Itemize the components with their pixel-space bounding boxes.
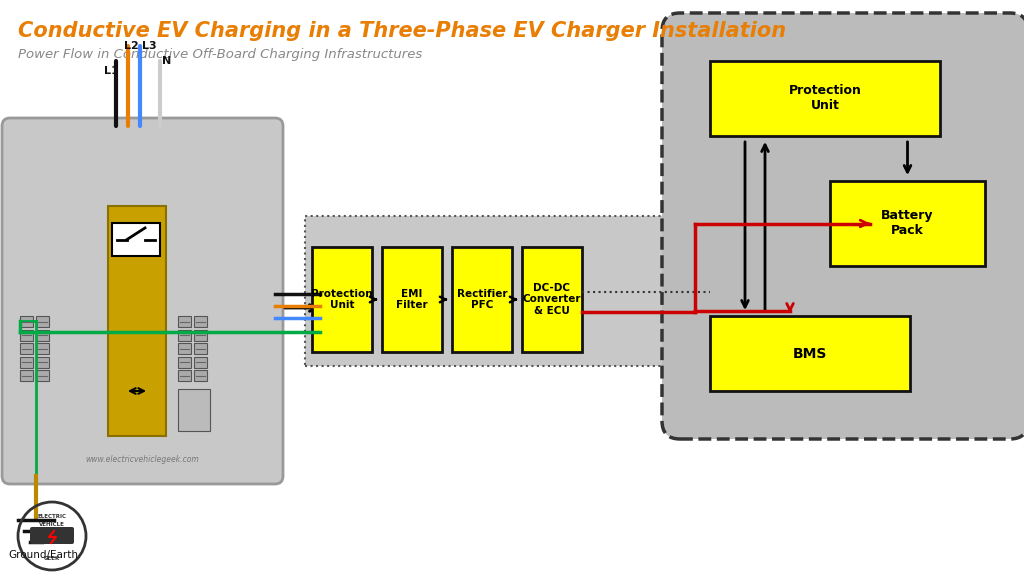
Text: Power Flow in Conductive Off-Board Charging Infrastructures: Power Flow in Conductive Off-Board Charg… [18,48,422,61]
FancyBboxPatch shape [36,357,48,367]
FancyBboxPatch shape [194,329,207,340]
FancyBboxPatch shape [20,316,33,327]
Text: Battery
Pack: Battery Pack [882,210,934,237]
FancyBboxPatch shape [20,329,33,340]
FancyBboxPatch shape [112,223,160,256]
Text: EMI
Filter: EMI Filter [396,289,428,310]
FancyBboxPatch shape [20,370,33,381]
FancyBboxPatch shape [194,316,207,327]
FancyBboxPatch shape [194,370,207,381]
FancyBboxPatch shape [2,118,283,484]
FancyBboxPatch shape [178,370,191,381]
FancyBboxPatch shape [312,247,372,352]
Text: Rectifier
PFC: Rectifier PFC [457,289,507,310]
FancyBboxPatch shape [710,316,910,391]
Text: BMS: BMS [793,347,827,361]
Text: ELECTRIC: ELECTRIC [38,514,67,520]
Text: www.electricvehiclegeek.com: www.electricvehiclegeek.com [86,455,200,464]
FancyBboxPatch shape [194,343,207,354]
Text: L3: L3 [142,41,157,51]
Text: DC-DC
Converter
& ECU: DC-DC Converter & ECU [522,283,582,316]
FancyBboxPatch shape [178,316,191,327]
FancyBboxPatch shape [36,370,48,381]
FancyBboxPatch shape [382,247,442,352]
Text: GEEK: GEEK [44,555,60,560]
Text: VEHICLE: VEHICLE [39,522,65,528]
FancyBboxPatch shape [305,216,670,366]
FancyBboxPatch shape [20,343,33,354]
FancyBboxPatch shape [178,357,191,367]
FancyBboxPatch shape [452,247,512,352]
Text: Ground/Earth: Ground/Earth [8,550,78,560]
FancyBboxPatch shape [36,343,48,354]
Text: L2: L2 [124,41,138,51]
Text: N: N [162,56,171,66]
FancyBboxPatch shape [522,247,582,352]
FancyBboxPatch shape [36,316,48,327]
FancyBboxPatch shape [178,343,191,354]
Text: Protection
Unit: Protection Unit [311,289,373,310]
FancyBboxPatch shape [662,13,1024,439]
Text: L1: L1 [104,66,119,76]
Text: Conductive EV Charging in a Three-Phase EV Charger Installation: Conductive EV Charging in a Three-Phase … [18,21,786,41]
FancyBboxPatch shape [178,329,191,340]
FancyBboxPatch shape [178,389,210,431]
FancyBboxPatch shape [36,329,48,340]
FancyBboxPatch shape [20,357,33,367]
FancyBboxPatch shape [108,206,166,436]
FancyBboxPatch shape [710,61,940,136]
Text: Protection
Unit: Protection Unit [788,85,861,112]
FancyBboxPatch shape [830,181,985,266]
FancyBboxPatch shape [30,527,74,544]
FancyBboxPatch shape [194,357,207,367]
